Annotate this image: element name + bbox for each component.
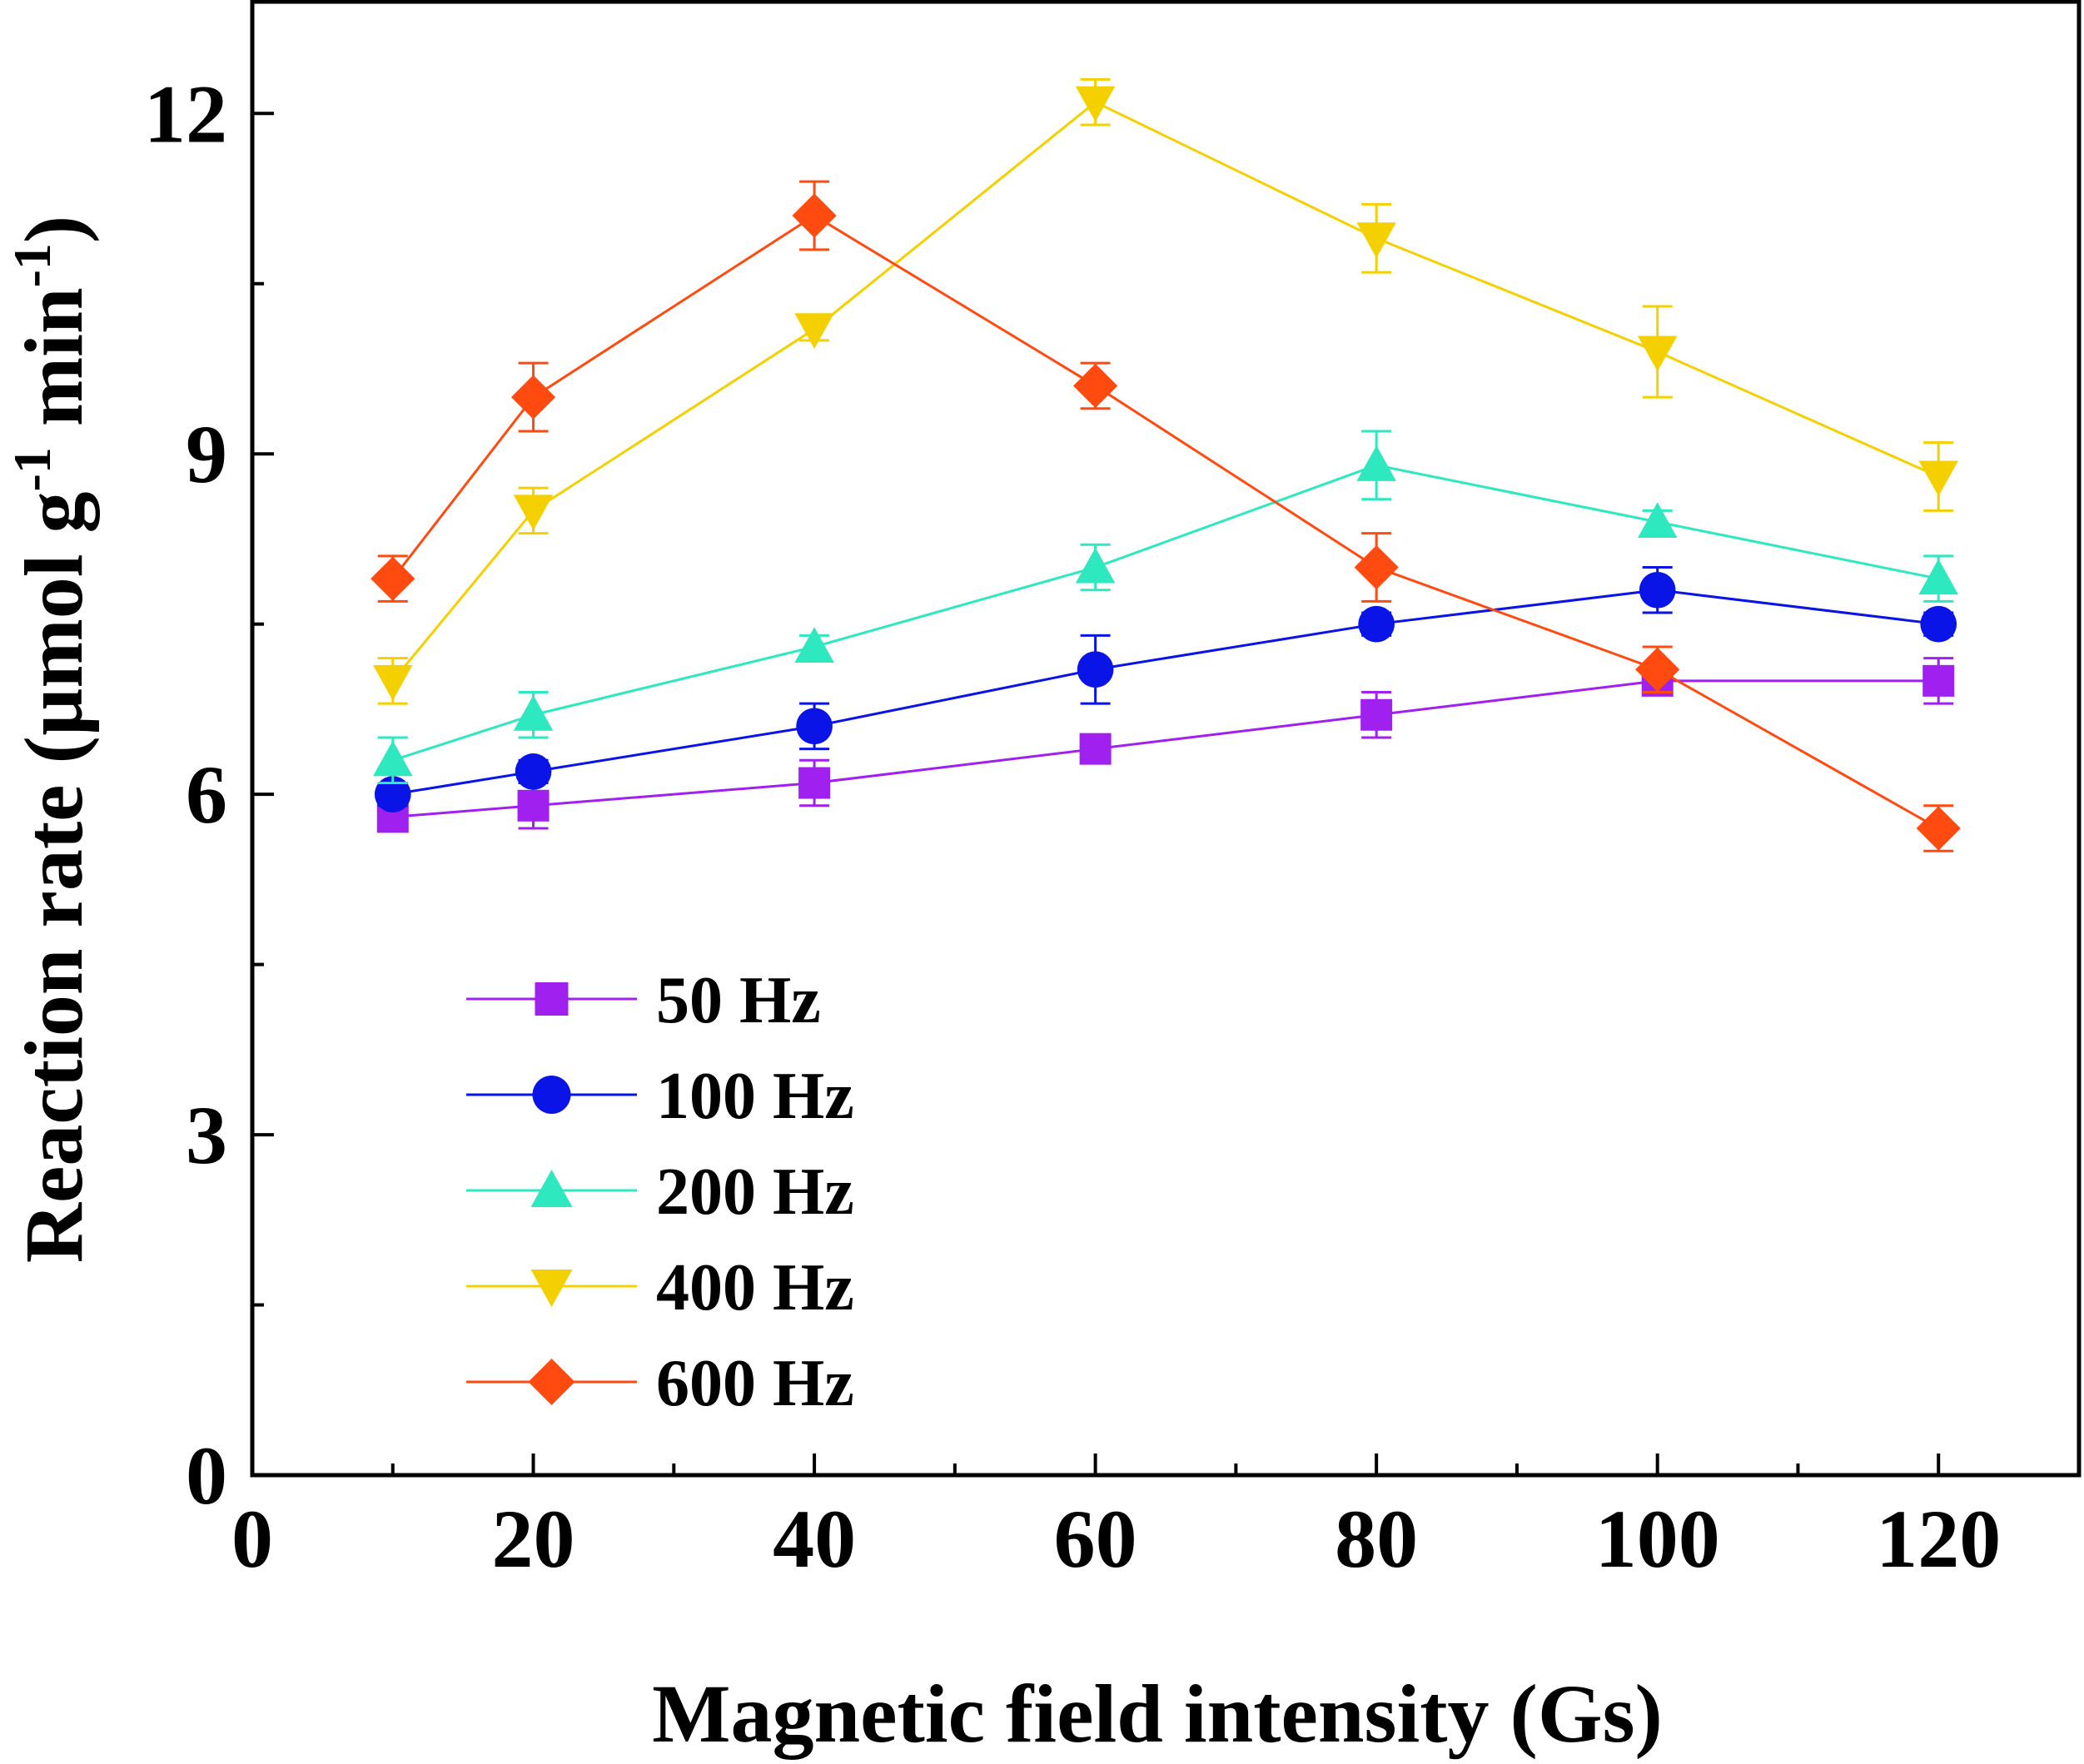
x-tick-label: 80: [1335, 1493, 1418, 1585]
legend-label: 100 Hz: [656, 1060, 854, 1133]
data-point: [517, 789, 550, 822]
data-point: [1354, 544, 1399, 590]
legend-marker: [530, 1270, 573, 1307]
x-tick-label: 120: [1876, 1493, 2001, 1585]
y-tick-label: 9: [186, 408, 227, 500]
x-tick-label: 40: [773, 1493, 856, 1585]
legend-label: 200 Hz: [656, 1155, 854, 1229]
y-tick-label: 6: [186, 748, 227, 841]
data-point: [1916, 806, 1961, 851]
data-point: [1360, 698, 1393, 731]
data-point: [1358, 605, 1395, 643]
y-axis-title: Reaction rate (µmol g-1 min-1): [2, 216, 100, 1263]
data-point: [794, 313, 834, 350]
data-point: [373, 740, 413, 777]
data-point: [1356, 445, 1396, 481]
data-point: [1637, 502, 1678, 539]
series-400hz: [373, 77, 1958, 705]
data-point: [1077, 651, 1114, 688]
x-tick-label: 60: [1054, 1493, 1137, 1585]
legend-item: 100 Hz: [466, 1060, 854, 1133]
legend-marker: [530, 1170, 573, 1207]
data-point: [1918, 460, 1958, 497]
legend-item: 600 Hz: [466, 1347, 854, 1420]
data-point: [1356, 222, 1396, 258]
legend-label: 50 Hz: [656, 964, 821, 1037]
series-line: [391, 214, 1939, 830]
data-point: [1639, 571, 1676, 609]
data-point: [371, 556, 415, 601]
x-axis-title: Magnetic field intensity (Gs): [652, 1667, 1663, 1760]
data-point: [1075, 86, 1116, 122]
data-point: [796, 708, 833, 745]
legend-label: 600 Hz: [656, 1347, 854, 1420]
x-tick-label: 0: [231, 1493, 273, 1585]
series-200hz: [373, 430, 1958, 785]
data-point: [1079, 733, 1112, 765]
data-point: [1922, 664, 1955, 697]
y-tick-label: 3: [186, 1089, 227, 1181]
data-point: [798, 767, 831, 799]
legend-item: 200 Hz: [466, 1155, 854, 1229]
data-point: [1073, 363, 1118, 409]
data-point: [792, 193, 837, 238]
data-point: [1637, 335, 1678, 372]
legend-marker: [532, 1076, 571, 1114]
data-point: [515, 753, 552, 790]
legend-marker: [535, 982, 569, 1016]
y-tick-label: 0: [186, 1429, 227, 1522]
data-point: [513, 694, 554, 731]
plot-frame: [250, 0, 2082, 1478]
data-point: [513, 494, 554, 531]
series-50hz: [376, 657, 1955, 833]
series-line: [391, 100, 1939, 682]
series-600hz: [371, 180, 1961, 852]
legend-item: 50 Hz: [466, 964, 821, 1037]
y-tick-label: 12: [144, 67, 227, 160]
data-point: [1918, 559, 1958, 595]
x-tick-label: 100: [1595, 1493, 1720, 1585]
data-point: [1635, 647, 1680, 692]
data-point: [374, 776, 411, 813]
legend-marker: [528, 1359, 575, 1405]
series-line: [392, 679, 1939, 818]
data-point: [1075, 547, 1116, 584]
legend-item: 400 Hz: [466, 1251, 854, 1324]
legend-label: 400 Hz: [656, 1251, 854, 1324]
series-100hz: [374, 566, 1957, 813]
data-point: [510, 375, 556, 420]
data-point: [373, 664, 413, 701]
x-tick-label: 20: [492, 1493, 575, 1585]
series-line: [392, 464, 1939, 762]
data-point: [794, 627, 834, 663]
data-point: [1920, 605, 1957, 643]
